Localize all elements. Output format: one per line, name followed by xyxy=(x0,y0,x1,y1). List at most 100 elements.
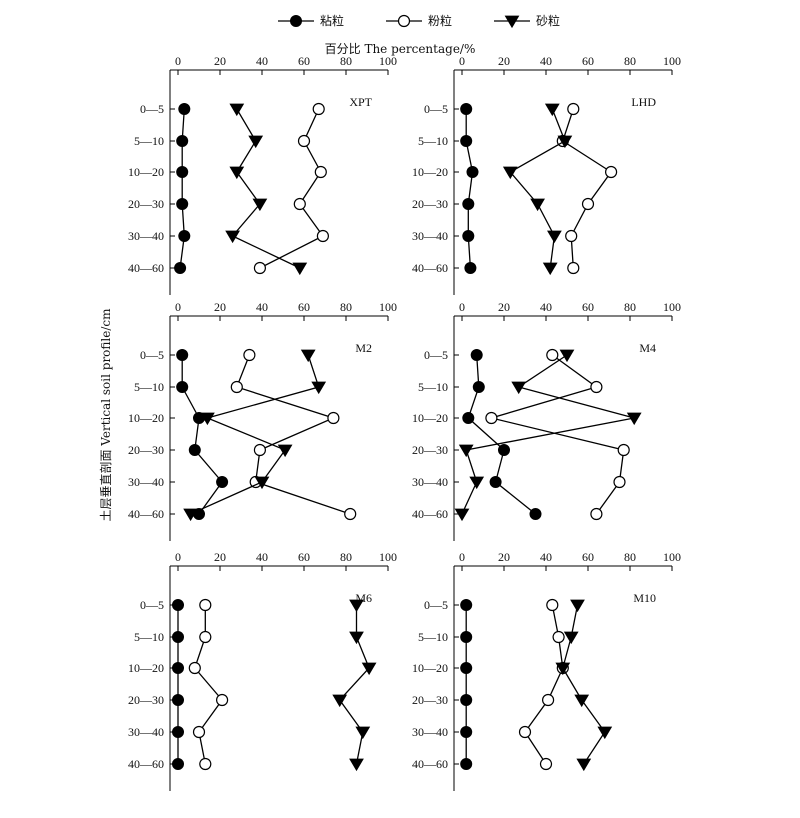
data-point-2-0 xyxy=(349,599,364,613)
panel-title: LHD xyxy=(631,95,656,109)
y-tick-label: 30—40 xyxy=(128,475,164,489)
x-tick-label: 100 xyxy=(663,300,681,314)
x-tick-label: 40 xyxy=(256,300,268,314)
x-tick-label: 80 xyxy=(340,550,352,564)
y-tick-label: 10—20 xyxy=(412,165,448,179)
data-point-2-1 xyxy=(349,631,364,645)
data-point-1-0 xyxy=(199,598,212,612)
y-tick-label: 40—60 xyxy=(128,261,164,275)
data-point-1-1 xyxy=(297,134,311,148)
series-line-1 xyxy=(562,108,613,269)
data-point-1-3 xyxy=(293,197,306,211)
x-tick-label: 60 xyxy=(298,54,310,68)
data-point-1-4 xyxy=(565,229,578,243)
data-point-1-5 xyxy=(567,261,580,275)
data-point-0-3 xyxy=(498,444,510,456)
data-point-0-2 xyxy=(460,662,473,674)
data-point-2-4 xyxy=(254,476,270,490)
data-point-1-2 xyxy=(314,165,327,179)
data-point-0-3 xyxy=(460,694,473,706)
data-point-0-0 xyxy=(172,599,184,611)
data-point-2-4 xyxy=(547,230,562,244)
legend: 粘粒 粉粒 砂粒 xyxy=(278,13,560,29)
y-tick-label: 5—10 xyxy=(134,630,164,644)
x-tick-label: 20 xyxy=(498,550,510,564)
x-tick-label: 60 xyxy=(582,54,594,68)
data-point-2-4 xyxy=(597,726,613,740)
data-point-1-5 xyxy=(253,261,266,275)
x-tick-label: 80 xyxy=(340,54,352,68)
data-point-1-4 xyxy=(518,725,532,739)
data-point-2-5 xyxy=(576,758,592,772)
x-tick-label: 80 xyxy=(624,54,636,68)
x-tick-label: 60 xyxy=(582,300,594,314)
x-tick-label: 100 xyxy=(663,54,681,68)
x-tick-label: 100 xyxy=(379,300,397,314)
data-point-2-0 xyxy=(229,103,245,117)
y-tick-label: 5—10 xyxy=(134,380,164,394)
y-tick-label: 40—60 xyxy=(412,507,448,521)
y-tick-label: 20—30 xyxy=(128,693,164,707)
data-point-2-0 xyxy=(544,103,560,117)
y-tick-label: 40—60 xyxy=(412,261,448,275)
x-tick-label: 0 xyxy=(175,550,181,564)
data-point-1-0 xyxy=(243,348,256,362)
x-tick-label: 20 xyxy=(214,54,226,68)
y-tick-label: 5—10 xyxy=(134,134,164,148)
series-line-1 xyxy=(524,604,564,765)
data-point-0-0 xyxy=(470,349,483,361)
panels-group: 0 20 40 60 80 100 0—5 5—10 10—20 20—30 30—40 40—60 X… xyxy=(128,54,681,791)
data-point-0-0 xyxy=(460,103,473,115)
series-line-2 xyxy=(190,354,320,515)
data-point-2-5 xyxy=(183,508,198,522)
data-point-2-0 xyxy=(300,349,316,363)
y-tick-label: 40—60 xyxy=(128,507,164,521)
data-point-0-3 xyxy=(188,444,201,456)
y-tick-label: 20—30 xyxy=(412,197,448,211)
panel-M4: 0 20 40 60 80 100 0—5 5—10 10—20 20—30 30—40 40—60 M… xyxy=(412,300,681,541)
data-point-1-0 xyxy=(567,102,580,116)
data-point-0-0 xyxy=(176,349,189,361)
data-point-2-1 xyxy=(511,381,527,395)
y-tick-label: 5—10 xyxy=(418,134,448,148)
data-point-1-5 xyxy=(344,507,357,521)
data-point-0-5 xyxy=(464,262,477,274)
data-point-2-0 xyxy=(570,599,585,613)
data-point-1-2 xyxy=(604,165,618,179)
data-point-2-3 xyxy=(458,444,474,458)
data-point-2-0 xyxy=(559,349,575,363)
data-point-2-5 xyxy=(542,262,558,276)
data-point-1-1 xyxy=(199,630,212,644)
y-tick-label: 20—30 xyxy=(128,443,164,457)
y-tick-label: 5—10 xyxy=(418,380,448,394)
series-line-0 xyxy=(179,108,185,269)
y-tick-label: 10—20 xyxy=(128,661,164,675)
y-tick-label: 20—30 xyxy=(412,693,448,707)
x-tick-label: 40 xyxy=(540,300,552,314)
data-point-0-5 xyxy=(174,262,187,274)
data-point-2-3 xyxy=(332,694,348,708)
series-line-0 xyxy=(181,355,223,515)
x-tick-label: 60 xyxy=(298,300,310,314)
data-point-0-0 xyxy=(178,103,191,115)
y-tick-label: 30—40 xyxy=(412,725,448,739)
x-tick-label: 40 xyxy=(540,54,552,68)
legend-label-0: 粘粒 xyxy=(320,13,344,28)
y-tick-label: 20—30 xyxy=(412,443,448,457)
data-point-2-3 xyxy=(252,198,268,212)
series-line-1 xyxy=(194,605,223,765)
data-point-0-1 xyxy=(176,381,189,393)
data-point-1-0 xyxy=(546,598,559,612)
data-point-2-5 xyxy=(454,508,470,522)
data-point-2-1 xyxy=(563,631,579,645)
data-point-0-1 xyxy=(472,381,485,393)
x-tick-label: 80 xyxy=(624,550,636,564)
y-tick-label: 30—40 xyxy=(128,725,164,739)
data-point-2-4 xyxy=(355,726,371,740)
series-line-2 xyxy=(231,108,301,269)
data-point-1-4 xyxy=(613,475,626,489)
data-point-1-4 xyxy=(192,725,206,739)
data-point-0-4 xyxy=(462,230,475,242)
y-tick-label: 0—5 xyxy=(424,348,448,362)
panel-XPT: 0 20 40 60 80 100 0—5 5—10 10—20 20—30 30—40 40—60 X… xyxy=(128,54,397,295)
